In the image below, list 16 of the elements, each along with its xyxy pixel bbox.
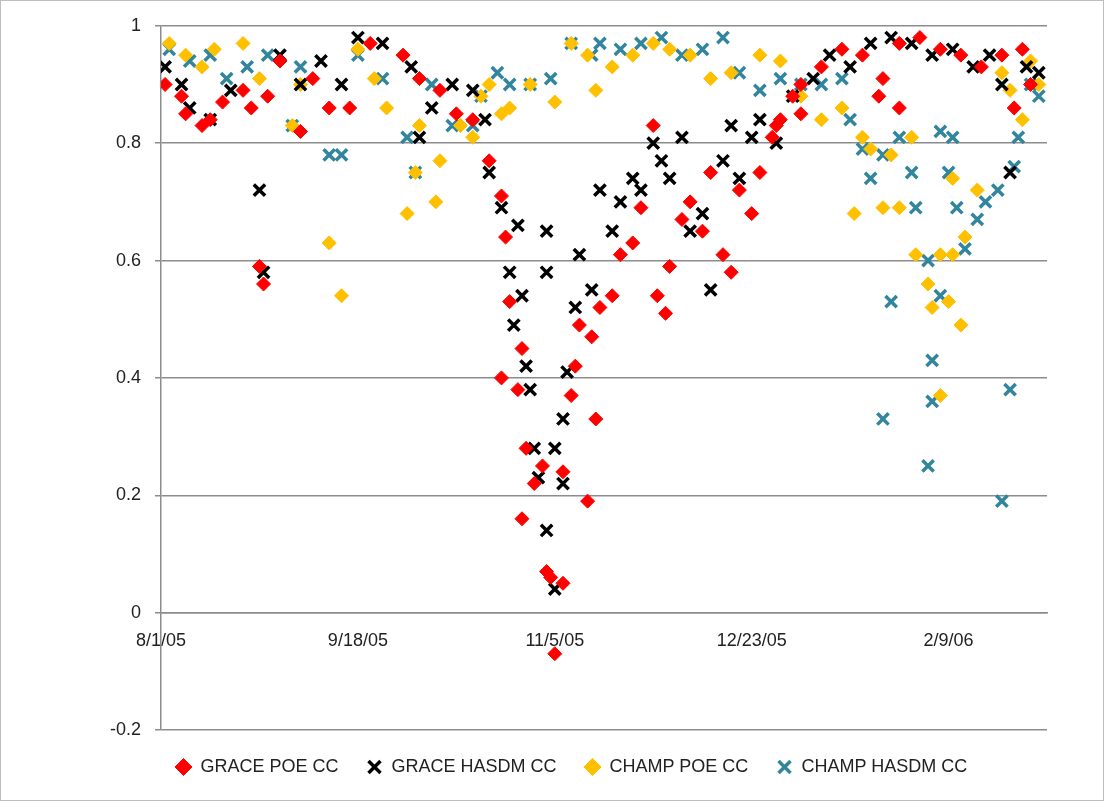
x-tick-label: 12/23/05 [716,630,787,651]
x-tick-label: 11/5/05 [525,630,585,651]
y-tick-label: 0.2 [115,484,142,505]
legend-label: GRACE HASDM CC [391,755,557,776]
y-tick-label: 0.4 [115,366,142,387]
y-tick-label: 0.8 [115,132,142,153]
legend-label: CHAMP POE CC [609,755,749,776]
legend-label: GRACE POE CC [200,755,339,776]
y-tick-label: 0 [131,601,142,622]
legend-label: CHAMP HASDM CC [801,755,968,776]
y-tick-label: -0.2 [109,718,142,739]
x-tick-label: 9/18/05 [327,630,388,651]
x-tick-label: 2/9/06 [923,630,974,651]
x-tick-label: 8/1/05 [135,630,187,651]
y-tick-label: 0.6 [115,249,142,270]
y-tick-label: 1 [131,14,142,35]
